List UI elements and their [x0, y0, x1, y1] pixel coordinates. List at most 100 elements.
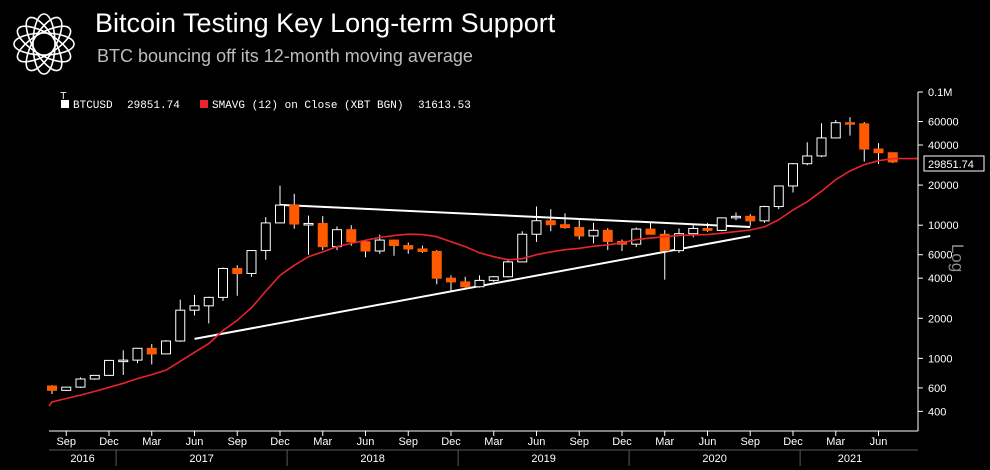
candle-body: [360, 241, 371, 252]
candle-body: [460, 281, 471, 288]
sma-line: [48, 157, 918, 407]
candle-body: [189, 305, 200, 311]
last-price-box: [923, 155, 985, 172]
candle-body: [218, 267, 228, 298]
trendline-upper: [279, 203, 751, 228]
x-year-label: 2016: [70, 453, 94, 465]
trendlines: [194, 203, 751, 340]
last-price-label: 29851.74: [928, 159, 974, 171]
candle-body: [146, 347, 157, 355]
candle-body: [203, 296, 214, 307]
candle-body: [645, 228, 656, 235]
x-tick-label: Mar: [142, 436, 161, 448]
legend-swatch-sma: [200, 100, 208, 108]
y-axis-scale-label: Log: [948, 244, 967, 272]
x-tick-label: Jun: [870, 436, 888, 448]
x-tick-label: Sep: [569, 436, 589, 448]
candle-body: [332, 229, 342, 248]
candle-body: [560, 224, 570, 229]
candle-body: [545, 220, 556, 226]
candle-body: [830, 122, 841, 139]
x-tick-label: Dec: [783, 436, 803, 448]
y-tick-label: 40000: [928, 140, 959, 152]
x-tick-label: Dec: [441, 436, 461, 448]
x-tick-label: Mar: [655, 436, 674, 448]
x-tick-label: Dec: [612, 436, 632, 448]
candle-body: [389, 239, 399, 247]
x-year-label: 2017: [189, 453, 213, 465]
x-year-label: 2021: [838, 453, 862, 465]
candle-body: [89, 374, 100, 380]
candle-body: [731, 215, 741, 219]
candle-body: [260, 222, 271, 252]
candle-body: [716, 217, 727, 231]
x-tick-label: Sep: [56, 436, 76, 448]
candle-body: [887, 152, 898, 163]
candle-body: [346, 229, 357, 243]
y-tick-label: 60000: [928, 117, 959, 129]
candle-body: [816, 137, 827, 157]
candle-body: [431, 250, 442, 279]
x-year-label: 2019: [531, 453, 555, 465]
sma-line: [48, 157, 918, 407]
candle-body: [289, 204, 300, 225]
last-price-tag: 29851.74: [923, 155, 985, 172]
candle-body: [503, 261, 513, 278]
candle-body: [61, 386, 72, 391]
candle-body: [104, 359, 114, 376]
knot-logo-icon: [13, 13, 75, 75]
candle-body: [132, 347, 143, 361]
x-tick-label: Jun: [528, 436, 546, 448]
candle-body: [374, 239, 385, 252]
legend-filter-icon: ⊤: [60, 91, 67, 103]
axes: 0.1M 60000 40000 20000 10000 6000 4000 2000 1000…: [49, 87, 959, 466]
candle-body: [702, 227, 713, 231]
trendline-lower: [194, 234, 751, 340]
x-tick-label: Dec: [99, 436, 119, 448]
candle-body: [317, 222, 328, 248]
y-tick-label: 600: [928, 383, 946, 395]
y-tick-label: 400: [928, 406, 946, 418]
x-tick-label: Mar: [313, 436, 332, 448]
x-year-label: 2020: [702, 453, 726, 465]
candle-body: [517, 233, 528, 263]
y-tick-label: 10000: [928, 220, 959, 232]
legend: ⊤ BTCUSD 29851.74 SMAVG (12) on Close (X…: [60, 91, 471, 112]
chart-subtitle: BTC bouncing off its 12-month moving ave…: [97, 46, 473, 66]
x-tick-label: Mar: [484, 436, 503, 448]
candle-body: [659, 233, 670, 252]
candle-body: [631, 228, 642, 245]
legend-value-sma: 31613.53: [418, 100, 471, 112]
candle-body: [688, 227, 699, 235]
candle-body: [175, 309, 186, 342]
candle-body: [588, 229, 599, 237]
candle-body: [246, 250, 257, 274]
x-tick-label: Jun: [357, 436, 375, 448]
candle-body: [303, 222, 314, 226]
candle-body: [118, 359, 129, 363]
candle-body: [773, 185, 784, 208]
y-tick-label: 20000: [928, 180, 959, 192]
legend-label-sma: SMAVG (12) on Close (XBT BGN): [212, 100, 403, 112]
candle-body: [802, 155, 813, 165]
candle-body: [417, 248, 428, 252]
y-tick-label: 0.1M: [928, 87, 952, 99]
candle-body: [745, 215, 756, 222]
y-tick-label: 1000: [928, 353, 952, 365]
candle-body: [574, 227, 585, 237]
y-tick-label: 2000: [928, 313, 952, 325]
candles: [47, 117, 898, 395]
candle-body: [873, 148, 884, 154]
x-tick-label: Jun: [699, 436, 717, 448]
x-tick-label: Mar: [826, 436, 845, 448]
candle-body: [845, 122, 855, 125]
x-tick-label: Sep: [227, 436, 247, 448]
x-tick-label: Sep: [398, 436, 418, 448]
chart-title: Bitcoin Testing Key Long-term Support: [95, 8, 556, 38]
legend-label-btcusd: BTCUSD: [73, 100, 113, 112]
candle-body: [859, 123, 870, 150]
candle-body: [232, 267, 243, 274]
x-tick-label: Dec: [270, 436, 290, 448]
x-tick-label: Jun: [186, 436, 204, 448]
candle-body: [602, 229, 613, 242]
